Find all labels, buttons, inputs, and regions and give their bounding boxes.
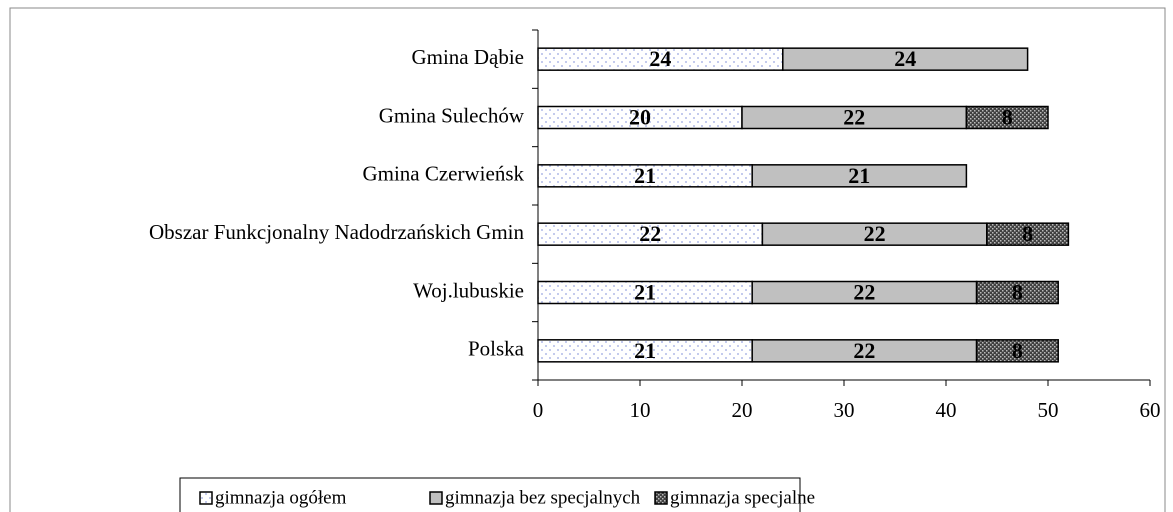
data-label: 21 bbox=[634, 338, 656, 363]
data-label: 21 bbox=[634, 163, 656, 188]
x-tick-label: 30 bbox=[834, 398, 855, 422]
data-label: 22 bbox=[639, 221, 661, 246]
data-label: 21 bbox=[848, 163, 870, 188]
data-label: 24 bbox=[649, 46, 671, 71]
y-tick-label: Gmina Sulechów bbox=[379, 103, 525, 127]
data-label: 8 bbox=[1012, 280, 1023, 305]
data-label: 22 bbox=[864, 221, 886, 246]
data-label: 22 bbox=[853, 338, 875, 363]
x-tick-label: 0 bbox=[533, 398, 544, 422]
y-tick-label: Gmina Dąbie bbox=[411, 45, 524, 69]
legend-label: gimnazja specjalne bbox=[670, 487, 815, 508]
data-label: 8 bbox=[1012, 338, 1023, 363]
data-label: 24 bbox=[894, 46, 916, 71]
x-tick-label: 10 bbox=[630, 398, 651, 422]
data-label: 8 bbox=[1002, 105, 1013, 130]
bar-segment bbox=[975, 339, 1059, 363]
data-label: 22 bbox=[843, 105, 865, 130]
x-tick-label: 20 bbox=[732, 398, 753, 422]
y-tick-label: Gmina Czerwieńsk bbox=[362, 162, 524, 186]
legend-swatch bbox=[654, 491, 668, 505]
x-tick-label: 60 bbox=[1140, 398, 1161, 422]
data-label: 20 bbox=[629, 105, 651, 130]
y-tick-label: Woj.lubuskie bbox=[413, 278, 524, 302]
legend-swatch bbox=[429, 491, 443, 505]
legend-swatch bbox=[199, 491, 213, 505]
y-tick-label: Polska bbox=[468, 337, 525, 361]
data-label: 8 bbox=[1022, 221, 1033, 246]
bar-segment bbox=[782, 47, 1029, 71]
bar-segment bbox=[975, 280, 1059, 305]
legend-box bbox=[179, 477, 801, 512]
x-tick-label: 40 bbox=[936, 398, 957, 422]
x-tick-label: 50 bbox=[1038, 398, 1059, 422]
bar-segment bbox=[965, 105, 1049, 130]
data-label: 21 bbox=[634, 280, 656, 305]
y-tick-label: Obszar Funkcjonalny Nadodrzańskich Gmin bbox=[149, 220, 524, 244]
chart-border bbox=[9, 7, 1166, 512]
legend-label: gimnazja ogółem bbox=[215, 487, 347, 508]
data-label: 22 bbox=[853, 280, 875, 305]
bar-segment bbox=[751, 164, 968, 188]
legend-label: gimnazja bez specjalnych bbox=[445, 487, 641, 508]
bar-segment bbox=[986, 222, 1070, 246]
